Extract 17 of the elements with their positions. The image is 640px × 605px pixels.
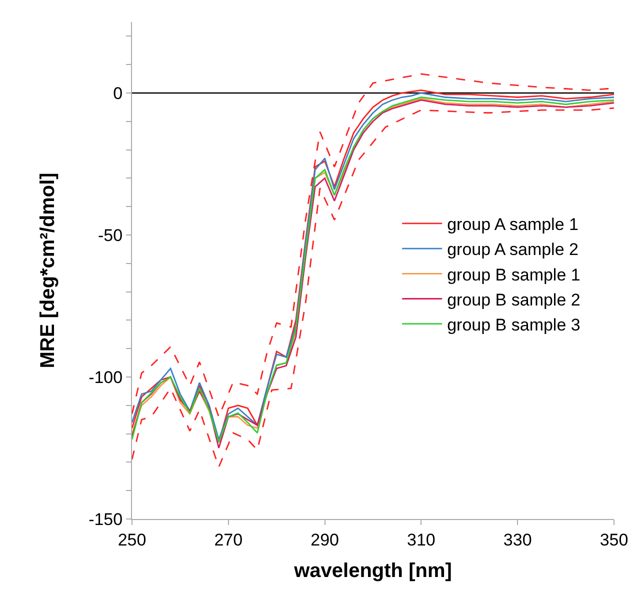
x-tick-label: 290 bbox=[310, 530, 339, 550]
x-tick-label: 250 bbox=[118, 530, 146, 550]
y-tick-label: -150 bbox=[88, 510, 123, 529]
y-tick-label: -100 bbox=[88, 368, 123, 387]
y-tick-label: -50 bbox=[98, 226, 123, 245]
x-tick-label: 310 bbox=[407, 530, 436, 550]
x-axis-title: wavelength [nm] bbox=[293, 560, 452, 582]
legend-label: group B sample 2 bbox=[447, 290, 580, 310]
legend-label: group A sample 2 bbox=[447, 240, 578, 260]
y-axis-title: MRE [deg*cm²/dmol] bbox=[37, 172, 60, 368]
y-tick-label: 0 bbox=[113, 84, 123, 103]
x-tick-label: 350 bbox=[600, 530, 628, 550]
legend-label: group B sample 3 bbox=[447, 315, 580, 334]
x-tick-label: 330 bbox=[503, 530, 532, 550]
legend-label: group B sample 1 bbox=[447, 265, 580, 284]
legend-label: group A sample 1 bbox=[447, 215, 578, 234]
x-tick-label: 270 bbox=[214, 530, 243, 550]
